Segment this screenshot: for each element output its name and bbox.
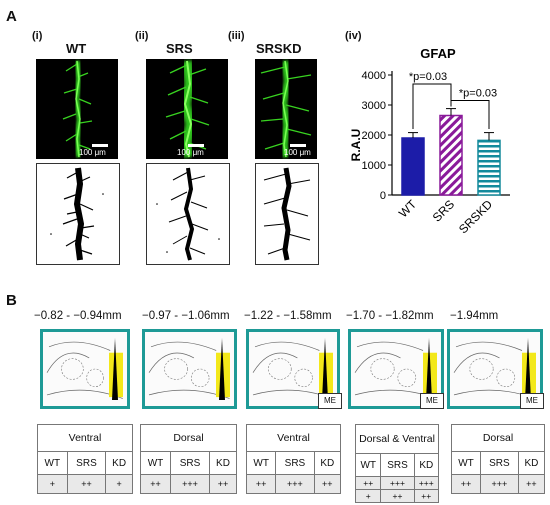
region-label: Ventral (37, 424, 133, 452)
x-tick-label: SRS (430, 197, 457, 224)
column-header: KD (313, 451, 342, 475)
score-cell: ++ (380, 489, 415, 503)
brain-atlas-section (40, 329, 130, 409)
scale-label-srskd: 100 μm (284, 148, 311, 157)
column-header: KD (413, 453, 440, 477)
score-cell: ++ (450, 474, 482, 494)
y-tick-label: 0 (380, 190, 386, 202)
score-cell: ++ (413, 489, 440, 503)
column-header: WT (354, 453, 382, 477)
region-label: Ventral (246, 424, 341, 452)
significance-bracket (450, 100, 490, 129)
chart-title: GFAP (420, 46, 456, 61)
section-coordinate-label: −0.82 - −0.94mm (34, 310, 122, 322)
significance-annotation: *p=0.03 (409, 71, 447, 83)
quantification-table: Dorsal & Ventral WT SRS KD ++ +++ +++ + ++ ++ (354, 424, 440, 503)
panel-b-letter: B (6, 292, 17, 309)
x-tick-label: SRSKD (456, 197, 495, 236)
score-cell: + (105, 474, 133, 494)
section-coordinate-label: −1.94mm (450, 310, 499, 322)
scale-bar-wt (92, 144, 108, 147)
gfap-fluorescence-image-wt (36, 59, 118, 159)
subpanel-iv-label: (iv) (345, 30, 362, 42)
condition-label-srs: SRS (166, 41, 193, 56)
column-header: SRS (169, 451, 210, 475)
score-cell: +++ (275, 474, 315, 494)
scale-bar-srs (188, 144, 204, 147)
brain-atlas-section (142, 329, 237, 409)
binarized-image-srskd (255, 163, 319, 265)
column-header: KD (105, 451, 133, 475)
section-coordinate-label: −1.22 - −1.58mm (244, 310, 332, 322)
gfap-fluorescence-image-srskd (255, 59, 317, 159)
score-cell: + (37, 474, 68, 494)
column-header: KD (208, 451, 238, 475)
subpanel-i-label: (i) (32, 30, 43, 42)
panel-a-letter: A (6, 8, 17, 25)
x-tick-label: WT (396, 197, 420, 221)
column-header: WT (37, 451, 68, 475)
y-tick-label: 1000 (362, 160, 386, 172)
score-cell: ++ (245, 474, 277, 494)
condition-label-srskd: SRSKD (256, 41, 302, 56)
condition-label-wt: WT (66, 41, 87, 56)
region-label: Dorsal (451, 424, 545, 452)
chart-ylabel: R.A.U (349, 129, 363, 162)
bar-srskd (477, 139, 501, 196)
column-header: KD (517, 451, 546, 475)
median-eminence-label: ME (420, 393, 444, 409)
quantification-table: Ventral WT SRS KD ++ +++ ++ (245, 424, 342, 494)
score-cell: +++ (380, 476, 415, 490)
score-cell: + (354, 489, 382, 503)
binarized-image-wt (36, 163, 120, 265)
subpanel-iii-label: (iii) (228, 30, 245, 42)
quantification-table: Dorsal WT SRS KD ++ +++ ++ (140, 424, 238, 494)
score-cell: ++ (517, 474, 546, 494)
binarized-image-srs (146, 163, 230, 265)
y-tick-label: 3000 (362, 100, 386, 112)
median-eminence-label: ME (520, 393, 544, 409)
column-header: SRS (66, 451, 107, 475)
quantification-table: Ventral WT SRS KD + ++ + (37, 424, 133, 494)
column-header: WT (245, 451, 277, 475)
column-header: SRS (275, 451, 315, 475)
significance-annotation: *p=0.03 (459, 88, 497, 100)
median-eminence-label: ME (318, 393, 342, 409)
column-header: WT (450, 451, 482, 475)
section-coordinate-label: −0.97 - −1.06mm (142, 310, 230, 322)
score-cell: ++ (354, 476, 382, 490)
column-header: WT (140, 451, 171, 475)
scale-bar-srskd (290, 144, 306, 147)
y-tick-label: 4000 (362, 70, 386, 82)
column-header: SRS (380, 453, 415, 477)
gfap-fluorescence-image-srs (146, 59, 228, 159)
score-cell: +++ (169, 474, 210, 494)
quantification-table: Dorsal WT SRS KD ++ +++ ++ (450, 424, 546, 494)
bar-wt (401, 137, 425, 196)
score-cell: ++ (208, 474, 238, 494)
scale-label-wt: 100 μm (79, 148, 106, 157)
score-cell: ++ (66, 474, 107, 494)
scale-label-srs: 100 μm (177, 148, 204, 157)
score-cell: ++ (140, 474, 171, 494)
region-label: Dorsal & Ventral (355, 424, 439, 454)
score-cell: +++ (480, 474, 519, 494)
significance-bracket (412, 83, 452, 129)
score-cell: +++ (413, 476, 440, 490)
bar-srs (439, 114, 463, 196)
subpanel-ii-label: (ii) (135, 30, 149, 42)
column-header: SRS (480, 451, 519, 475)
score-cell: ++ (313, 474, 342, 494)
region-label: Dorsal (140, 424, 237, 452)
y-tick-label: 2000 (362, 130, 386, 142)
section-coordinate-label: −1.70 - −1.82mm (346, 310, 434, 322)
